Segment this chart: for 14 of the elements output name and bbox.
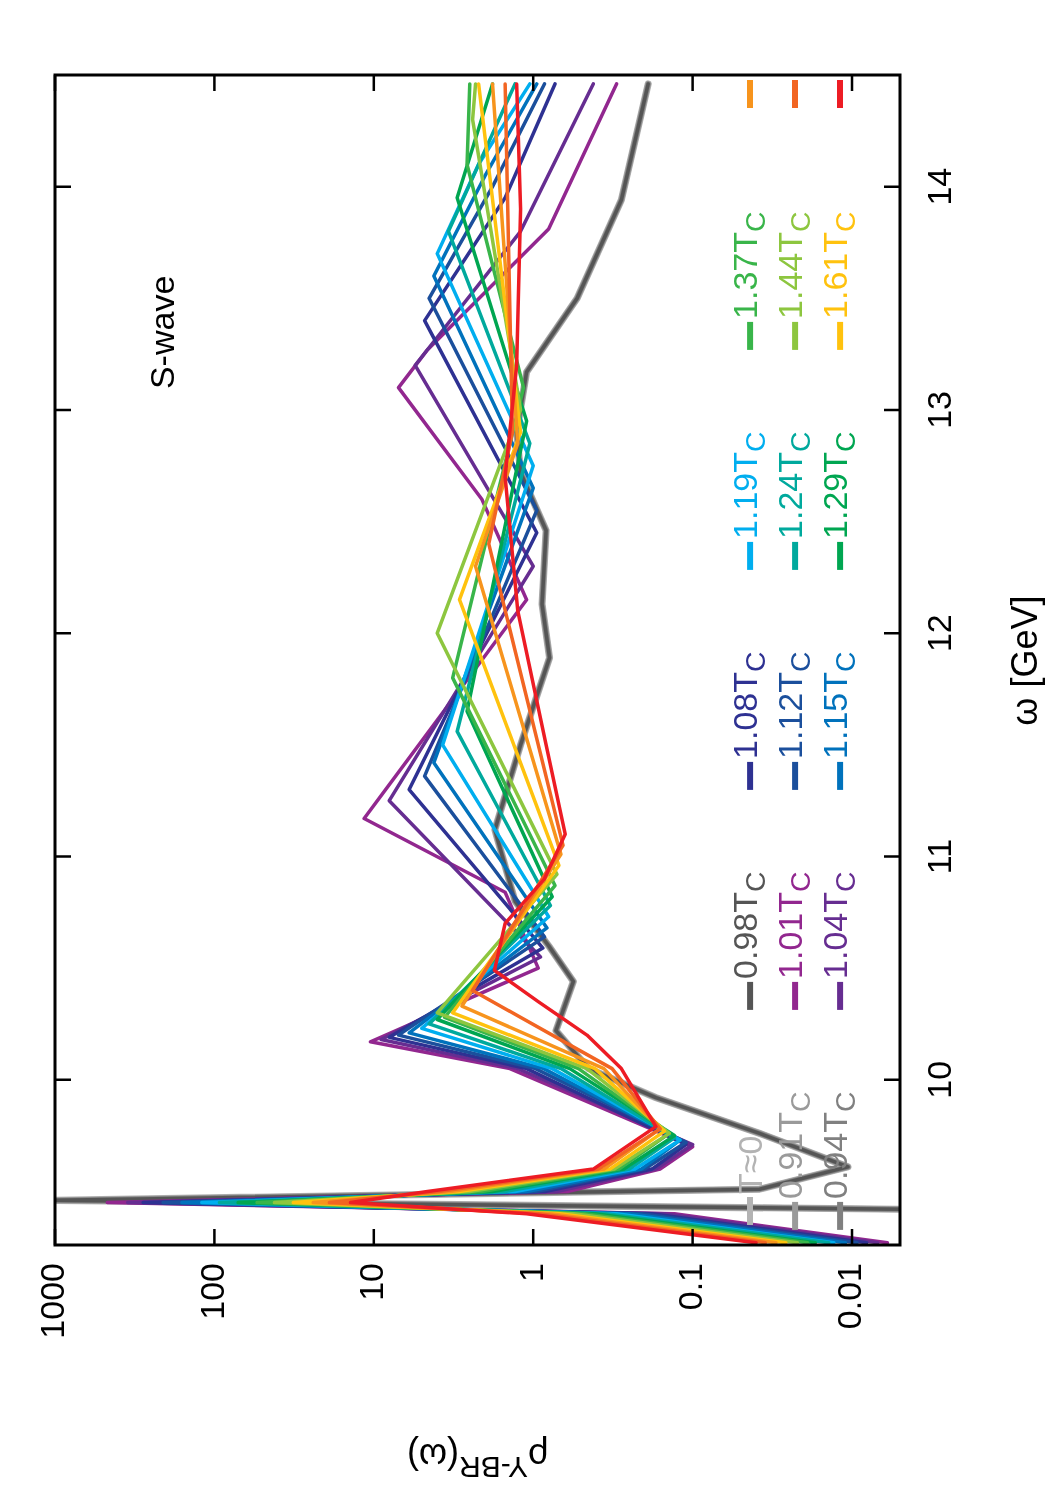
y-tick-label: 12 [920,614,959,653]
x-tick-label: 1 [511,1263,550,1282]
annotation: S-wave [143,275,182,390]
y-tick-label: 13 [920,391,959,429]
y-tick-label: 11 [920,838,959,875]
x-tick-label: 0.01 [830,1263,869,1330]
x-tick-label: 1000 [33,1263,72,1339]
y-tick-label: 10 [920,1060,959,1099]
x-tick-label: 0.1 [670,1263,709,1311]
x-tick-label: 100 [192,1263,231,1320]
y-axis-title: ω [GeV] [1003,595,1047,726]
text: T≈0 [730,1135,770,1194]
x-tick-label: 10 [352,1263,391,1301]
y-tick-label: 14 [920,167,959,206]
